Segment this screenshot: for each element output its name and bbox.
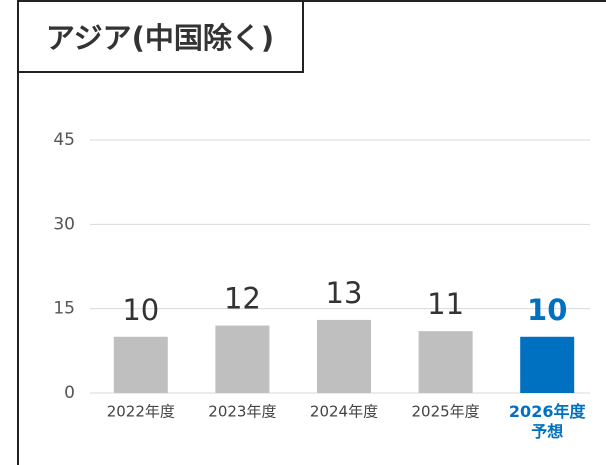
value-label: 10 [122,293,159,327]
chart-title: アジア(中国除く) [46,21,274,55]
x-tick-label: 2022年度 [107,403,175,421]
bar [317,319,371,393]
value-label: 10 [527,293,567,327]
bar [520,336,575,393]
y-tick-label: 0 [64,383,75,403]
x-tick-label: 2026年度予想 [509,402,587,441]
y-tick-label: 30 [53,214,75,234]
value-label: 11 [427,287,464,321]
x-tick-label: 2024年度 [310,403,378,421]
value-label: 12 [224,282,261,316]
x-tick-label: 2025年度 [412,403,480,421]
bar [418,331,473,393]
bar [215,325,270,393]
y-tick-label: 45 [53,130,75,150]
bar [113,336,168,393]
y-tick-label: 15 [53,299,75,319]
x-tick-label: 2023年度 [208,403,276,421]
title-box [17,0,304,73]
value-label: 13 [326,276,363,310]
